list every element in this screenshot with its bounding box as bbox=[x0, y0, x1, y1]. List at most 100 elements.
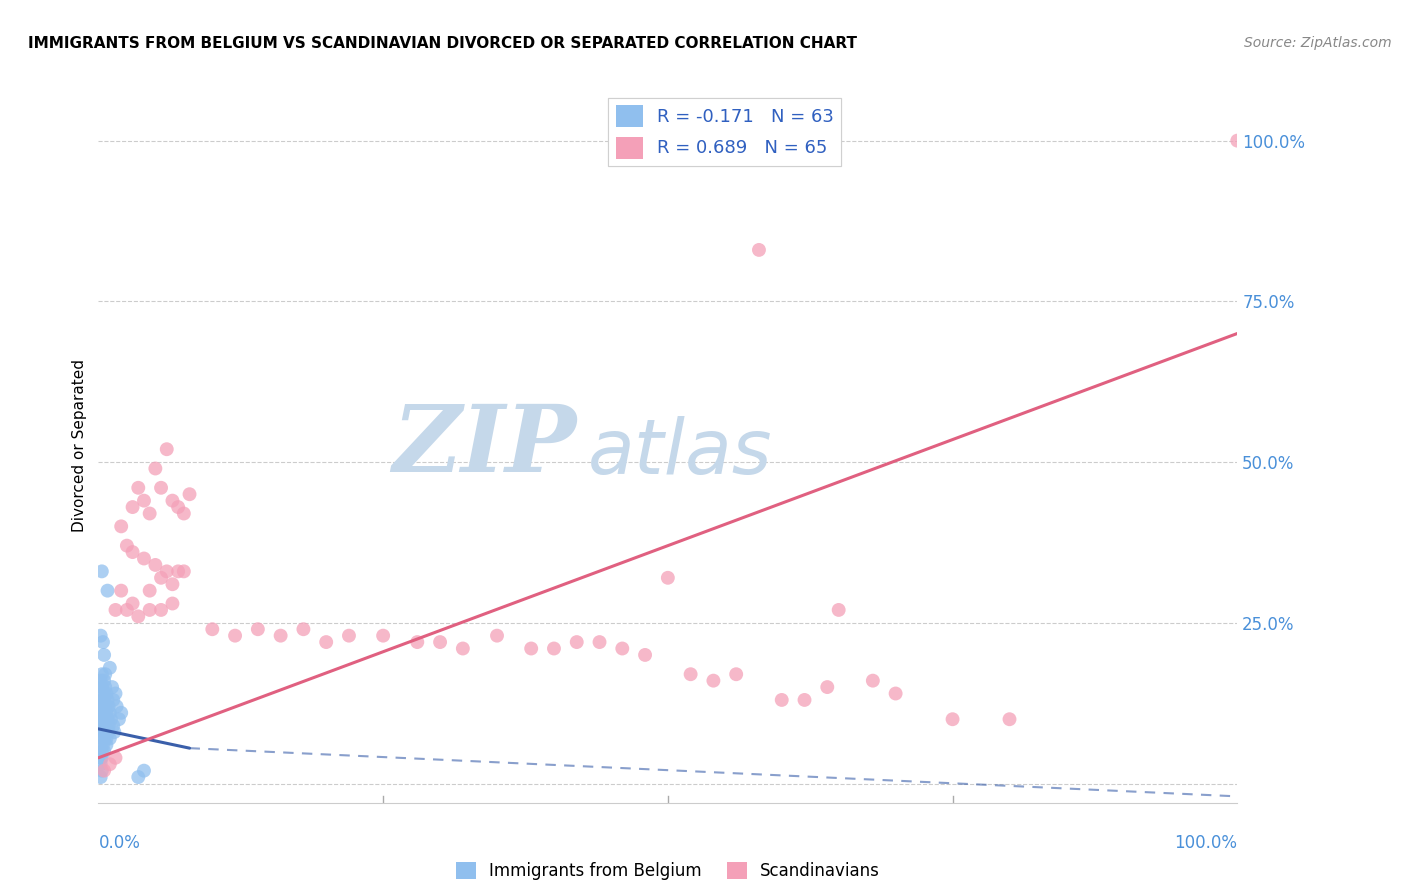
Point bbox=[90, 757, 112, 772]
Point bbox=[98, 731, 121, 746]
Point bbox=[201, 622, 224, 636]
Point bbox=[90, 744, 112, 758]
Point bbox=[104, 751, 127, 765]
Point bbox=[97, 725, 120, 739]
Point bbox=[90, 719, 112, 733]
Point bbox=[93, 673, 115, 688]
Point bbox=[173, 565, 195, 579]
Point bbox=[451, 641, 474, 656]
Point bbox=[998, 712, 1021, 726]
Text: 100.0%: 100.0% bbox=[1174, 834, 1237, 852]
Y-axis label: Divorced or Separated: Divorced or Separated bbox=[72, 359, 87, 533]
Point bbox=[145, 558, 167, 572]
Point bbox=[93, 731, 115, 746]
Point bbox=[90, 738, 112, 752]
Point bbox=[138, 583, 160, 598]
Point bbox=[97, 699, 120, 714]
Point bbox=[91, 635, 114, 649]
Point bbox=[127, 609, 149, 624]
Point bbox=[103, 693, 125, 707]
Point bbox=[127, 481, 149, 495]
Point bbox=[132, 551, 155, 566]
Point bbox=[115, 603, 138, 617]
Point bbox=[94, 680, 117, 694]
Point bbox=[121, 545, 143, 559]
Point bbox=[98, 661, 121, 675]
Point bbox=[108, 712, 131, 726]
Point bbox=[90, 725, 112, 739]
Point bbox=[162, 597, 184, 611]
Point bbox=[127, 770, 149, 784]
Point bbox=[828, 603, 851, 617]
Point bbox=[96, 706, 118, 720]
Point bbox=[121, 597, 143, 611]
Text: IMMIGRANTS FROM BELGIUM VS SCANDINAVIAN DIVORCED OR SEPARATED CORRELATION CHART: IMMIGRANTS FROM BELGIUM VS SCANDINAVIAN … bbox=[28, 36, 858, 51]
Point bbox=[657, 571, 679, 585]
Point bbox=[150, 603, 173, 617]
Point bbox=[93, 648, 115, 662]
Point bbox=[121, 500, 143, 514]
Point bbox=[315, 635, 337, 649]
Point bbox=[90, 699, 112, 714]
Point bbox=[793, 693, 815, 707]
Point bbox=[138, 603, 160, 617]
Point bbox=[90, 751, 112, 765]
Point bbox=[90, 680, 112, 694]
Point bbox=[862, 673, 884, 688]
Point bbox=[150, 571, 173, 585]
Text: Source: ZipAtlas.com: Source: ZipAtlas.com bbox=[1244, 36, 1392, 50]
Point bbox=[145, 461, 167, 475]
Point bbox=[90, 673, 112, 688]
Point bbox=[94, 699, 117, 714]
Point bbox=[156, 442, 179, 457]
Point bbox=[90, 629, 112, 643]
Point bbox=[97, 719, 120, 733]
Point bbox=[565, 635, 588, 649]
Point bbox=[429, 635, 451, 649]
Point bbox=[337, 629, 360, 643]
Point bbox=[105, 699, 128, 714]
Point bbox=[90, 706, 112, 720]
Point bbox=[725, 667, 748, 681]
Point bbox=[224, 629, 246, 643]
Point bbox=[167, 500, 190, 514]
Point bbox=[138, 507, 160, 521]
Point bbox=[115, 539, 138, 553]
Point bbox=[634, 648, 657, 662]
Point bbox=[156, 565, 179, 579]
Point bbox=[98, 757, 121, 772]
Point bbox=[93, 744, 115, 758]
Point bbox=[179, 487, 201, 501]
Point bbox=[94, 725, 117, 739]
Point bbox=[94, 712, 117, 726]
Point bbox=[90, 764, 112, 778]
Point bbox=[94, 719, 117, 733]
Point bbox=[543, 641, 565, 656]
Point bbox=[1226, 134, 1249, 148]
Point bbox=[90, 565, 112, 579]
Point bbox=[612, 641, 634, 656]
Point bbox=[90, 712, 112, 726]
Point bbox=[90, 770, 112, 784]
Text: atlas: atlas bbox=[588, 417, 773, 490]
Point bbox=[588, 635, 610, 649]
Point bbox=[96, 738, 118, 752]
Point bbox=[162, 493, 184, 508]
Point bbox=[90, 731, 112, 746]
Point bbox=[103, 719, 125, 733]
Point bbox=[371, 629, 394, 643]
Point bbox=[101, 680, 124, 694]
Point bbox=[90, 667, 112, 681]
Point bbox=[104, 686, 127, 700]
Point bbox=[292, 622, 315, 636]
Point bbox=[884, 686, 907, 700]
Point bbox=[91, 738, 114, 752]
Point bbox=[93, 693, 115, 707]
Point bbox=[167, 565, 190, 579]
Point bbox=[103, 725, 125, 739]
Point bbox=[162, 577, 184, 591]
Point bbox=[270, 629, 292, 643]
Point bbox=[748, 243, 770, 257]
Point bbox=[93, 706, 115, 720]
Point bbox=[96, 712, 118, 726]
